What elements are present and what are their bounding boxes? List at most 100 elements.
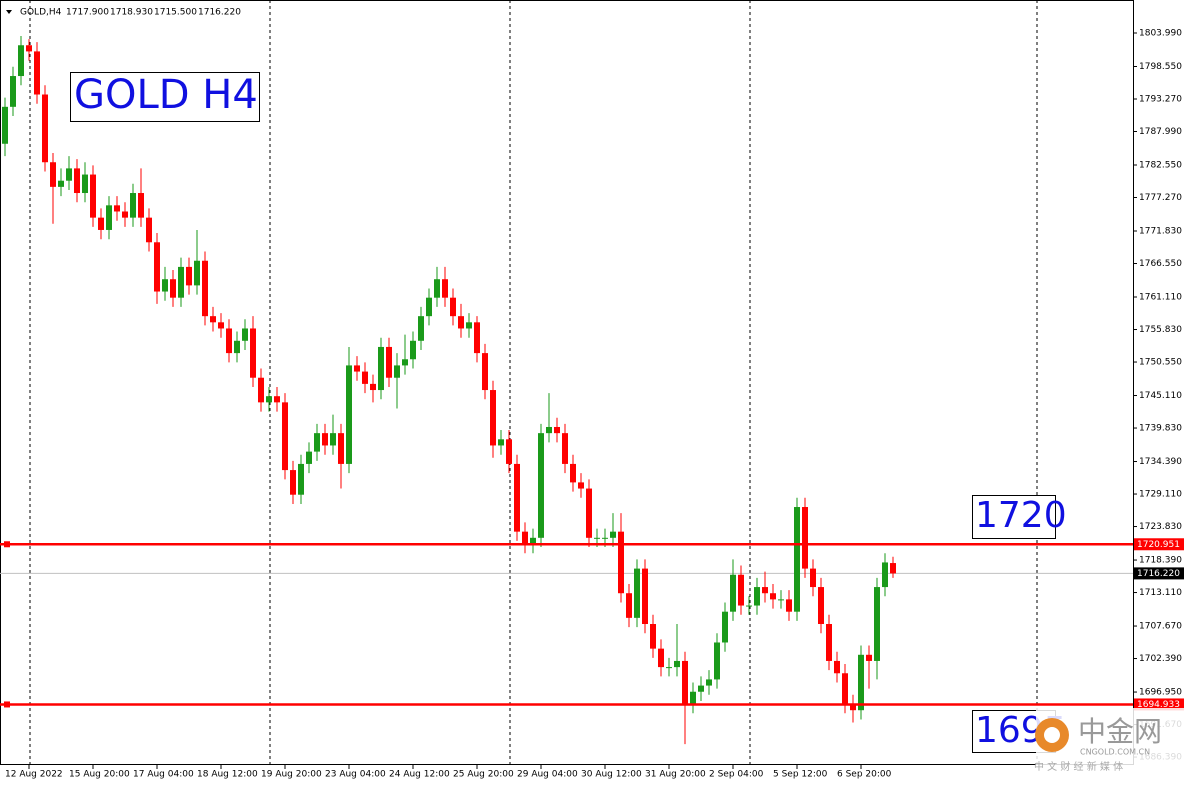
y-tick-label: 1750.550 <box>1139 358 1182 368</box>
y-tick-label: 1729.110 <box>1139 490 1182 500</box>
candle-body <box>762 587 768 594</box>
candle-body <box>794 507 800 612</box>
candle-body <box>378 346 384 391</box>
candle-body <box>18 45 24 77</box>
candle-body <box>90 174 96 218</box>
candle-body <box>738 574 744 606</box>
candle-body <box>706 679 712 686</box>
price-tag <box>1134 567 1184 580</box>
x-tick-label: 25 Aug 20:00 <box>453 770 514 780</box>
x-tick-label: 17 Aug 04:00 <box>133 770 194 780</box>
header-open: 1717.900 <box>66 8 109 18</box>
logo-inner <box>1044 727 1060 743</box>
candle-body <box>178 266 184 298</box>
candle-body <box>466 322 472 329</box>
annotation: GOLD H4 <box>74 72 258 118</box>
price-tag-label: 1694.933 <box>1137 700 1180 710</box>
plot-frame <box>0 0 1134 765</box>
price-tag <box>1134 538 1184 551</box>
candle-body <box>10 76 16 107</box>
x-tick-label: 24 Aug 12:00 <box>389 770 450 780</box>
x-tick-label: 6 Sep 20:00 <box>837 770 892 780</box>
candle-body <box>682 660 688 705</box>
slogan: 中 文 财 经 新 媒 体 <box>1034 760 1123 773</box>
candle-body <box>82 174 88 194</box>
y-tick-label: 1793.270 <box>1139 95 1182 105</box>
candle-body <box>890 563 896 574</box>
label-box <box>972 495 1056 539</box>
candle-body <box>594 537 600 539</box>
candle-body <box>386 346 392 378</box>
y-tick-label: 1755.830 <box>1139 325 1182 335</box>
candle-body <box>546 426 552 434</box>
y-tick-label: 1777.270 <box>1139 193 1182 203</box>
candle-body <box>874 587 880 661</box>
candle-body <box>634 568 640 618</box>
candle-body <box>674 660 680 668</box>
candle-body <box>666 667 672 669</box>
candle-body <box>170 279 176 298</box>
price-tag <box>1134 698 1184 711</box>
candle-body <box>730 574 736 612</box>
candle-body <box>642 568 648 625</box>
candle-body <box>698 685 704 692</box>
brand: 中金网 <box>1078 715 1162 748</box>
candle-body <box>74 168 80 194</box>
annotation: 1720 <box>975 495 1067 536</box>
candle-body <box>234 340 240 354</box>
candle-body <box>34 51 40 95</box>
x-tick-label: 18 Aug 12:00 <box>197 770 258 780</box>
candle-body <box>250 328 256 378</box>
x-tick-label: 2 Sep 04:00 <box>709 770 764 780</box>
y-tick-label: 1798.550 <box>1139 62 1182 72</box>
candle-body <box>866 654 872 661</box>
candle-body <box>722 611 728 643</box>
candle-body <box>810 568 816 588</box>
candle-body <box>610 531 616 538</box>
candle-body <box>554 426 560 434</box>
candle-body <box>506 439 512 464</box>
y-tick-label: 1771.830 <box>1139 227 1182 237</box>
candle-body <box>842 673 848 705</box>
x-tick-label: 12 Aug 2022 <box>5 770 63 780</box>
candle-body <box>578 482 584 489</box>
candle-body <box>194 260 200 286</box>
candle-body <box>114 205 120 212</box>
header-high: 1718.930 <box>110 8 153 18</box>
candle-body <box>146 217 152 243</box>
label-box <box>70 72 260 122</box>
anchor <box>4 701 10 708</box>
candle-body <box>130 193 136 218</box>
candle-body <box>786 599 792 612</box>
candle-body <box>474 322 480 354</box>
y-tick-label: 1713.110 <box>1139 588 1182 598</box>
candle-body <box>122 211 128 218</box>
candle-body <box>242 328 248 341</box>
candle-body <box>498 439 504 446</box>
candle-body <box>314 433 320 452</box>
candle-body <box>818 587 824 625</box>
candle-body <box>306 451 312 464</box>
candle-body <box>282 402 288 471</box>
candle-body <box>858 654 864 711</box>
candle-body <box>410 340 416 360</box>
candle-body <box>58 180 64 187</box>
candle-body <box>426 297 432 317</box>
candle-body <box>434 279 440 298</box>
candle-body <box>362 371 368 384</box>
candle-body <box>778 599 784 601</box>
candle-body <box>714 642 720 680</box>
y-tick-label: 1761.110 <box>1139 293 1182 303</box>
x-tick-label: 30 Aug 12:00 <box>581 770 642 780</box>
candle-body <box>770 593 776 600</box>
candle-body <box>754 587 760 606</box>
y-tick-label: 1734.390 <box>1139 457 1182 467</box>
candle-body <box>562 433 568 464</box>
candle-body <box>354 365 360 372</box>
candle-body <box>570 463 576 483</box>
candle-body <box>522 531 528 544</box>
candle-body <box>346 365 352 464</box>
price-tag-label: 1720.951 <box>1137 540 1180 550</box>
candle-body <box>514 463 520 532</box>
